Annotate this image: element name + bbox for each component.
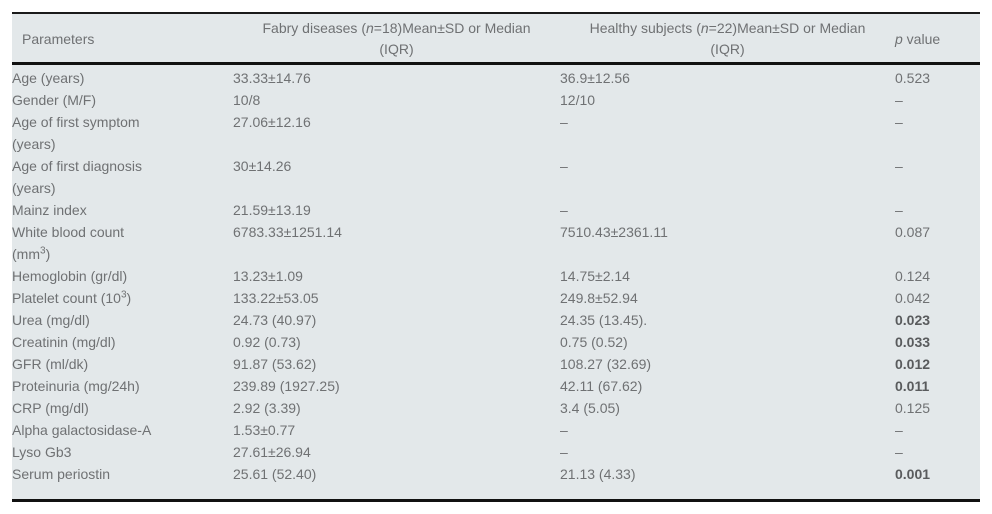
table-row: Urea (mg/dl) 24.73 (40.97) 24.35 (13.45)… bbox=[12, 309, 980, 331]
fabry-value-cell: 25.61 (52.40) bbox=[233, 466, 317, 482]
fabry-value-cell: 33.33±14.76 bbox=[233, 70, 311, 86]
parameter-cell: Lyso Gb3 bbox=[12, 444, 72, 460]
healthy-value-cell: 24.35 (13.45). bbox=[560, 312, 648, 328]
column-header-p-value: p value bbox=[895, 12, 980, 65]
parameter-cell: Mainz index bbox=[12, 202, 87, 218]
parameter-cell: GFR (ml/dk) bbox=[12, 356, 89, 372]
fabry-value-cell: 24.73 (40.97) bbox=[233, 312, 317, 328]
parameters-table-container: Parameters Fabry diseases (n=18)Mean±SD … bbox=[12, 12, 980, 502]
table-row: Creatinin (mg/dl) 0.92 (0.73) 0.75 (0.52… bbox=[12, 331, 980, 353]
fabry-value-cell: 10/8 bbox=[233, 92, 261, 108]
parameter-cell: Creatinin (mg/dl) bbox=[12, 334, 116, 350]
healthy-value-cell: – bbox=[560, 202, 568, 218]
fabry-value-cell: 21.59±13.19 bbox=[233, 202, 311, 218]
parameters-table: Parameters Fabry diseases (n=18)Mean±SD … bbox=[12, 12, 980, 502]
healthy-value-cell: 42.11 (67.62) bbox=[560, 378, 643, 394]
table-row: Lyso Gb3 27.61±26.94 – – bbox=[12, 441, 980, 463]
column-header-healthy-subjects: Healthy subjects (n=22)Mean±SD or Median… bbox=[560, 12, 895, 65]
table-row: Proteinuria (mg/24h) 239.89 (1927.25) 42… bbox=[12, 375, 980, 397]
fabry-value-cell: 27.61±26.94 bbox=[233, 444, 311, 460]
parameter-cell: Age (years) bbox=[12, 70, 85, 86]
table-row: Gender (M/F) 10/8 12/10 – bbox=[12, 89, 980, 111]
healthy-value-cell: 3.4 (5.05) bbox=[560, 400, 620, 416]
healthy-value-cell: 36.9±12.56 bbox=[560, 70, 630, 86]
p-value-cell: 0.523 bbox=[895, 70, 931, 86]
parameter-cell: Platelet count (103) bbox=[12, 289, 132, 306]
table-row: CRP (mg/dl) 2.92 (3.39) 3.4 (5.05) 0.125 bbox=[12, 397, 980, 419]
fabry-value-cell: 6783.33±1251.14 bbox=[233, 224, 342, 240]
table-header: Parameters Fabry diseases (n=18)Mean±SD … bbox=[12, 12, 980, 65]
parameter-cell: Age of first symptom (years) bbox=[12, 114, 140, 152]
p-value-cell: – bbox=[895, 444, 903, 460]
p-value-cell: 0.033 bbox=[895, 334, 931, 350]
fabry-value-cell: 91.87 (53.62) bbox=[233, 356, 317, 372]
p-value-cell: 0.042 bbox=[895, 290, 931, 306]
parameter-cell: Urea (mg/dl) bbox=[12, 312, 90, 328]
table-row: Age of first symptom (years) 27.06±12.16 … bbox=[12, 111, 980, 155]
healthy-value-cell: 0.75 (0.52) bbox=[560, 334, 628, 350]
p-value-cell: 0.087 bbox=[895, 224, 931, 240]
p-value-cell: 0.012 bbox=[895, 356, 931, 372]
healthy-value-cell: 7510.43±2361.11 bbox=[560, 224, 668, 240]
parameter-cell: Serum periostin bbox=[12, 466, 111, 482]
fabry-value-cell: 27.06±12.16 bbox=[233, 114, 311, 130]
column-header-parameters: Parameters bbox=[12, 12, 233, 65]
column-header-fabry-diseases: Fabry diseases (n=18)Mean±SD or Median (I… bbox=[233, 12, 560, 65]
table-row: Platelet count (103) 133.22±53.05 249.8±… bbox=[12, 287, 980, 309]
p-value-cell: 0.125 bbox=[895, 400, 931, 416]
fabry-value-cell: 1.53±0.77 bbox=[233, 422, 296, 438]
p-value-cell: – bbox=[895, 158, 903, 174]
healthy-value-cell: – bbox=[560, 114, 568, 130]
p-value-cell: 0.124 bbox=[895, 268, 931, 284]
p-value-cell: 0.011 bbox=[895, 378, 930, 394]
healthy-value-cell: 249.8±52.94 bbox=[560, 290, 638, 306]
table-row: White blood count (mm3) 6783.33±1251.14 7… bbox=[12, 221, 980, 265]
parameter-cell: White blood count (mm3) bbox=[12, 224, 125, 262]
parameter-cell: Gender (M/F) bbox=[12, 92, 97, 108]
fabry-value-cell: 133.22±53.05 bbox=[233, 290, 319, 306]
p-value-cell: – bbox=[895, 114, 903, 130]
table-row: Serum periostin 25.61 (52.40) 21.13 (4.3… bbox=[12, 463, 980, 501]
healthy-value-cell: – bbox=[560, 422, 568, 438]
fabry-value-cell: 2.92 (3.39) bbox=[233, 400, 301, 416]
p-value-cell: – bbox=[895, 422, 903, 438]
parameter-cell: Hemoglobin (gr/dl) bbox=[12, 268, 128, 284]
table-row: GFR (ml/dk) 91.87 (53.62) 108.27 (32.69)… bbox=[12, 353, 980, 375]
table-row: Hemoglobin (gr/dl) 13.23±1.09 14.75±2.14… bbox=[12, 265, 980, 287]
table-row: Age of first diagnosis (years) 30±14.26 –… bbox=[12, 155, 980, 199]
healthy-value-cell: 12/10 bbox=[560, 92, 596, 108]
healthy-value-cell: 108.27 (32.69) bbox=[560, 356, 652, 372]
table-body: Age (years) 33.33±14.76 36.9±12.56 0.523… bbox=[12, 64, 980, 501]
table-row: Alpha galactosidase-A 1.53±0.77 – – bbox=[12, 419, 980, 441]
healthy-value-cell: 21.13 (4.33) bbox=[560, 466, 636, 482]
table-row: Mainz index 21.59±13.19 – – bbox=[12, 199, 980, 221]
p-value-cell: – bbox=[895, 92, 903, 108]
header-row: Parameters Fabry diseases (n=18)Mean±SD … bbox=[12, 12, 980, 65]
parameter-cell: Alpha galactosidase-A bbox=[12, 422, 152, 438]
fabry-value-cell: 239.89 (1927.25) bbox=[233, 378, 340, 394]
p-value-cell: – bbox=[895, 202, 903, 218]
healthy-value-cell: – bbox=[560, 444, 568, 460]
fabry-value-cell: 13.23±1.09 bbox=[233, 268, 303, 284]
parameter-cell: CRP (mg/dl) bbox=[12, 400, 89, 416]
fabry-value-cell: 30±14.26 bbox=[233, 158, 292, 174]
healthy-value-cell: – bbox=[560, 158, 568, 174]
fabry-value-cell: 0.92 (0.73) bbox=[233, 334, 301, 350]
healthy-value-cell: 14.75±2.14 bbox=[560, 268, 630, 284]
p-value-cell: 0.001 bbox=[895, 466, 931, 482]
parameter-cell: Proteinuria (mg/24h) bbox=[12, 378, 140, 394]
p-value-cell: 0.023 bbox=[895, 312, 931, 328]
table-row: Age (years) 33.33±14.76 36.9±12.56 0.523 bbox=[12, 64, 980, 90]
parameter-cell: Age of first diagnosis (years) bbox=[12, 158, 142, 196]
